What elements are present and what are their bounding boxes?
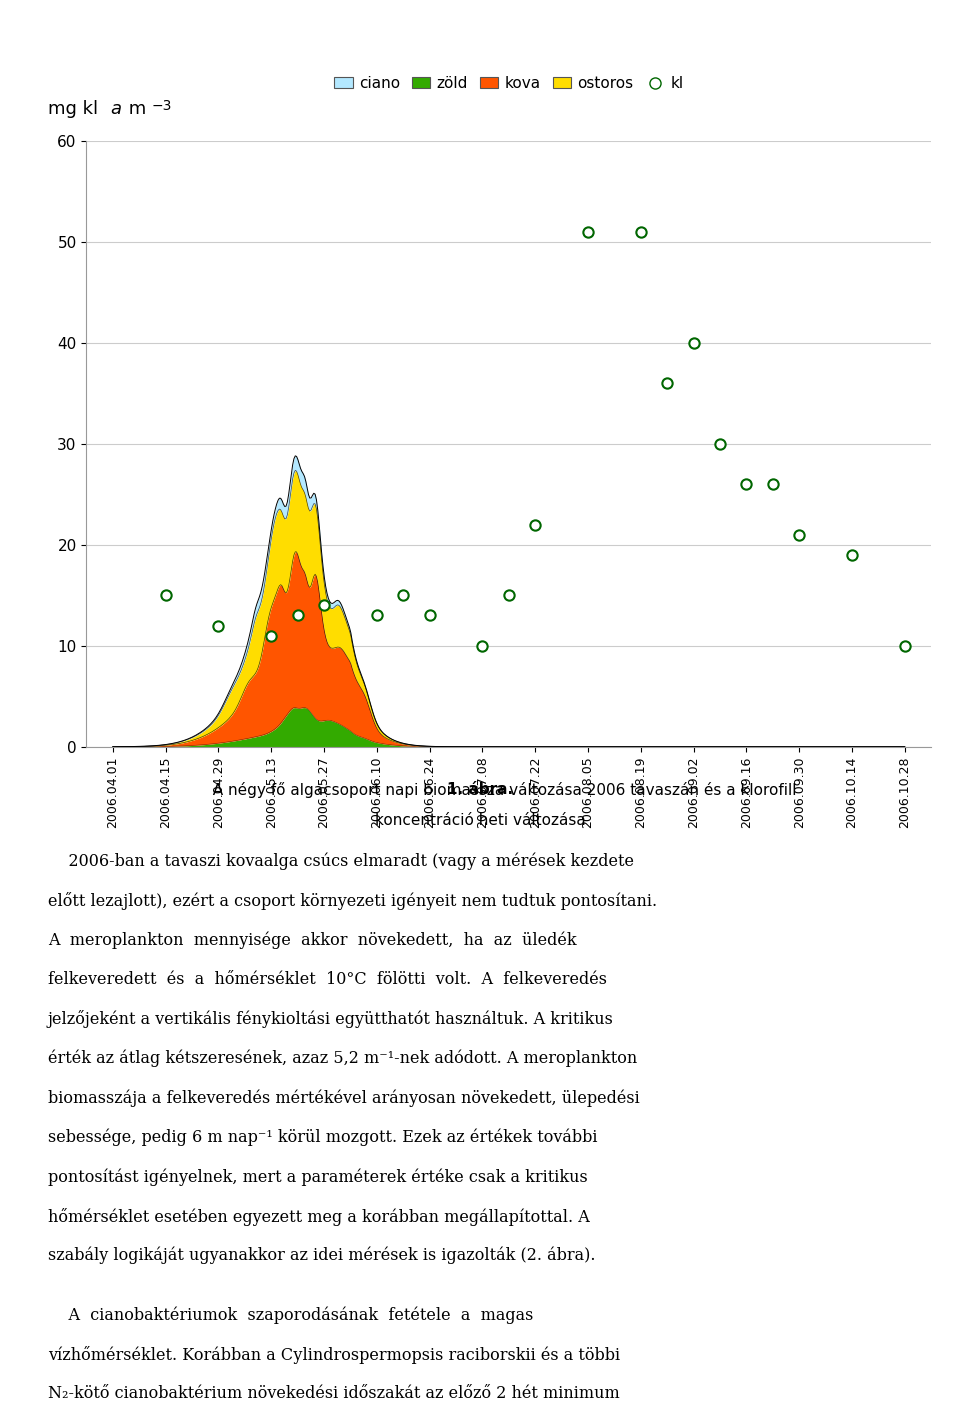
Text: mg kl: mg kl — [48, 100, 104, 118]
Point — [712, 433, 728, 455]
Point — [263, 624, 278, 647]
Text: hőmérséklet esetében egyezett meg a korábban megállapítottal. A: hőmérséklet esetében egyezett meg a korá… — [48, 1208, 589, 1226]
Text: 1. ábra.: 1. ábra. — [447, 782, 513, 797]
Text: m: m — [123, 100, 146, 118]
Text: jelzőjeként a vertikális fénykioltási együtthatót használtuk. A kritikus: jelzőjeként a vertikális fénykioltási eg… — [48, 1010, 613, 1029]
Point — [290, 604, 305, 627]
Point — [738, 473, 754, 496]
Text: szabály logikáját ugyanakkor az idei mérések is igazolták (2. ábra).: szabály logikáját ugyanakkor az idei mér… — [48, 1247, 595, 1264]
Point — [580, 220, 595, 242]
Text: előtt lezajlott), ezért a csoport környezeti igényeit nem tudtuk pontosítani.: előtt lezajlott), ezért a csoport környe… — [48, 892, 658, 910]
Point — [474, 634, 490, 657]
Point — [844, 544, 859, 566]
Point — [634, 220, 649, 242]
Point — [897, 634, 912, 657]
Point — [317, 595, 332, 617]
Text: 2006-ban a tavaszi kovaalga csúcs elmaradt (vagy a mérések kezdete: 2006-ban a tavaszi kovaalga csúcs elmara… — [48, 852, 634, 869]
Text: vízhőmérséklet. Korábban a Суlindrospermopsis raciborskii és a többi: vízhőmérséklet. Korábban a Суlindrosperm… — [48, 1346, 620, 1364]
Point — [210, 614, 227, 637]
Point — [685, 331, 701, 354]
Text: a: a — [110, 100, 121, 118]
Point — [660, 372, 675, 395]
Text: pontosítást igényelnek, mert a paraméterek értéke csak a kritikus: pontosítást igényelnek, mert a paraméter… — [48, 1168, 588, 1185]
Text: A  meroplankton  mennyisége  akkor  növekedett,  ha  az  üledék: A meroplankton mennyisége akkor növekede… — [48, 931, 577, 948]
Point — [396, 583, 411, 606]
Point — [157, 583, 173, 606]
Text: koncentráció heti változása: koncentráció heti változása — [374, 813, 586, 828]
Text: −3: −3 — [152, 99, 172, 113]
Text: A  cianobaktériumok  szaporodásának  fetétele  a  magas: A cianobaktériumok szaporodásának fetéte… — [48, 1306, 534, 1323]
Point — [501, 583, 516, 606]
Point — [527, 513, 542, 535]
Point — [421, 604, 437, 627]
Text: biomasszája a felkeveredés mértékével arányosan növekedett, ülepedési: biomasszája a felkeveredés mértékével ar… — [48, 1089, 639, 1106]
Text: érték az átlag kétszeresének, azaz 5,2 m⁻¹-nek adódott. A meroplankton: érték az átlag kétszeresének, azaz 5,2 m… — [48, 1050, 637, 1067]
Text: felkeveredett  és  a  hőmérséklet  10°C  fölötti  volt.  A  felkeveredés: felkeveredett és a hőmérséklet 10°C fölö… — [48, 971, 607, 988]
Point — [765, 473, 780, 496]
Text: sebessége, pedig 6 m nap⁻¹ körül mozgott. Ezek az értékek további: sebessége, pedig 6 m nap⁻¹ körül mozgott… — [48, 1129, 597, 1146]
Legend: ciano, zöld, kova, ostoros, kl: ciano, zöld, kova, ostoros, kl — [328, 70, 689, 97]
Point — [791, 523, 806, 545]
Text: A négy fő algacsoport napi biomassza változása 2006 tavaszán és a klorofill: A négy fő algacsoport napi biomassza vál… — [164, 782, 796, 797]
Text: N₂-kötő cianobaktérium növekedési időszakát az előző 2 hét minimum: N₂-kötő cianobaktérium növekedési idősza… — [48, 1385, 620, 1402]
Point — [369, 604, 384, 627]
